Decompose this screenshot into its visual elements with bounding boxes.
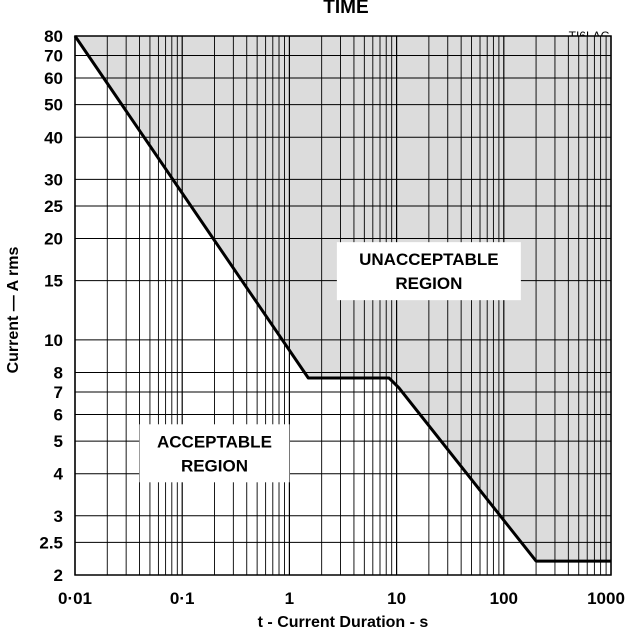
x-tick-label: 1000 [587, 589, 625, 608]
x-tick-label: 1 [285, 589, 294, 608]
limit-curve-line [73, 35, 611, 563]
y-tick-label: 60 [44, 69, 63, 88]
chart-title: TIME [323, 0, 368, 18]
x-tick-label: 10 [387, 589, 406, 608]
y-tick-label: 40 [44, 128, 63, 147]
region-label-text: REGION [395, 274, 462, 293]
y-tick-label: 7 [54, 383, 63, 402]
y-tick-label: 10 [44, 331, 63, 350]
plot-frame [74, 35, 612, 576]
plot-area: UNACCEPTABLE REGION ACCEPTABLE REGION [73, 35, 612, 576]
y-tick-label: 2 [54, 566, 63, 585]
y-tick-label: 25 [44, 197, 63, 216]
x-axis-label: t - Current Duration - s [258, 614, 429, 631]
y-tick-label: 20 [44, 230, 63, 249]
y-tick-label: 4 [54, 465, 64, 484]
y-tick-label: 3 [54, 507, 63, 526]
y-tick-label: 50 [44, 96, 63, 115]
x-tick-label: 0·01 [58, 589, 92, 608]
y-tick-label: 6 [54, 405, 63, 424]
region-label-text: UNACCEPTABLE [359, 250, 498, 269]
y-tick-label: 70 [44, 47, 63, 66]
y-tick-label: 80 [44, 27, 63, 46]
y-tick-label: 8 [54, 363, 63, 382]
y-tick-label: 30 [44, 170, 63, 189]
region-label-box [336, 242, 521, 301]
region-label-text: ACCEPTABLE [157, 432, 272, 451]
y-tick-label: 15 [44, 272, 63, 291]
y-tick-label: 2.5 [39, 533, 63, 552]
region-label-text: REGION [181, 456, 248, 475]
y-axis-label: Current — A rms [5, 246, 22, 373]
x-tick-label: 0·1 [170, 589, 195, 608]
x-tick-label: 100 [490, 589, 518, 608]
region-label-box [139, 424, 290, 483]
y-tick-label: 5 [54, 432, 63, 451]
